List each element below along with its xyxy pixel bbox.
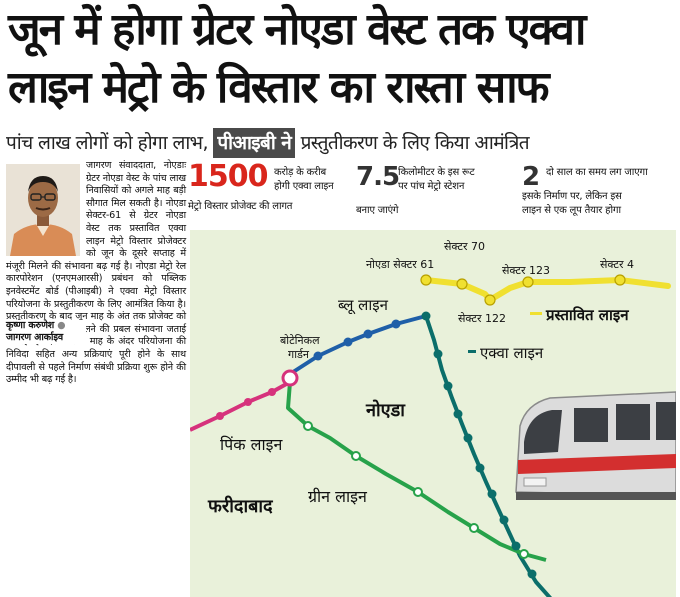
station-sector-4	[614, 274, 626, 286]
pink-station	[268, 388, 276, 396]
proposed-line-tick	[530, 312, 542, 315]
stat-duration: 2 दो साल का समय लग जाएगा इसके निर्माण पर…	[522, 160, 648, 216]
proposed-line-stations	[420, 274, 626, 306]
blue-line-stations	[313, 319, 401, 361]
metro-train-icon	[515, 391, 676, 500]
stats-strip: 1500 करोड़ के करीब होगी एक्वा लाइन मेट्र…	[188, 160, 674, 224]
green-line-track	[286, 381, 547, 562]
subheadline-part-1: पांच लाख लोगों को होगा लाभ,	[6, 132, 208, 154]
label-area-faridabad: फरीदाबाद	[207, 495, 274, 517]
label-sector-4: सेक्टर 4	[600, 258, 634, 271]
headline-line-2: लाइन मेट्रो के विस्तार का रास्ता साफ	[8, 62, 550, 113]
label-blue-line: ब्लू लाइन	[338, 296, 389, 315]
blue-station	[313, 351, 323, 361]
reporter-photo	[6, 164, 80, 256]
stat-cost-text-1: करोड़ के करीब	[274, 167, 327, 178]
label-green-line: ग्रीन लाइन	[308, 487, 368, 506]
aqua-station	[499, 515, 509, 525]
label-aqua-line: एक्वा लाइन	[480, 344, 544, 362]
stat-duration-text-3: लाइन से एक लूप तैयार होगा	[522, 205, 621, 216]
label-noida-sector-61: नोएडा सेक्टर 61	[366, 258, 434, 271]
byline-org: जागरण आर्काइव	[6, 332, 63, 343]
metro-map-svg: नोएडा सेक्टर 61 सेक्टर 70 सेक्टर 122 सेक…	[190, 240, 676, 597]
blue-line-track	[288, 314, 427, 376]
aqua-station	[511, 541, 521, 551]
stat-duration-text-1: दो साल का समय लग जाएगा	[546, 167, 648, 178]
reporter-portrait-icon	[6, 164, 80, 256]
aqua-station	[443, 381, 453, 391]
aqua-station	[487, 489, 497, 499]
label-pink-line: पिंक लाइन	[220, 435, 283, 454]
station-noida-sector-61	[420, 274, 432, 286]
pink-line-stations	[216, 388, 276, 420]
station-sector-123	[522, 276, 534, 288]
subheadline: पांच लाख लोगों को होगा लाभ, पीआइबी ने प्…	[6, 128, 674, 158]
aqua-line-stations	[421, 311, 537, 579]
pink-station	[244, 398, 252, 406]
headline-line-1: जून में होगा ग्रेटर नोएडा वेस्ट तक एक्वा	[8, 4, 586, 55]
green-line-stations	[303, 421, 529, 559]
aqua-station	[463, 433, 473, 443]
blue-station	[363, 329, 373, 339]
stat-route-text-2: पर पांच मेट्रो स्टेशन	[398, 181, 465, 192]
green-station	[519, 549, 529, 559]
label-proposed-line: प्रस्तावित लाइन	[545, 306, 629, 324]
blue-station	[391, 319, 401, 329]
stat-route-text-3: बनाए जाएंगे	[356, 205, 399, 216]
green-station	[469, 523, 479, 533]
aqua-station	[527, 569, 537, 579]
label-botanical-1: बोटेनिकल	[280, 334, 320, 347]
label-sector-122: सेक्टर 122	[458, 312, 506, 325]
label-sector-70: सेक्टर 70	[444, 240, 485, 253]
station-sector-70	[456, 278, 468, 290]
stat-cost-text-3: मेट्रो विस्तार प्रोजेक्ट की लागत	[188, 201, 293, 212]
proposed-line-track	[423, 277, 671, 303]
byline-name: कृष्णा करुणेश	[6, 320, 55, 331]
metro-map: नोएडा सेक्टर 61 सेक्टर 70 सेक्टर 122 सेक…	[190, 230, 676, 597]
stat-duration-value: 2	[522, 162, 540, 192]
label-botanical-2: गार्डन	[288, 348, 310, 361]
stat-duration-text-2: इसके निर्माण पर, लेकिन इस	[522, 191, 622, 202]
interchange-botanical-garden	[281, 369, 299, 387]
aqua-station	[433, 349, 443, 359]
aqua-station	[475, 463, 485, 473]
pink-line-track	[190, 380, 291, 432]
label-sector-123: सेक्टर 123	[502, 264, 550, 277]
aqua-station	[421, 311, 431, 321]
article-body: जागरण संवाददाता, नोएडाः ग्रेटर नोएडा वेस…	[6, 160, 186, 386]
pink-station	[216, 412, 224, 420]
stat-route: 7.5 किलोमीटर के इस रूट पर पांच मेट्रो स्…	[356, 160, 475, 216]
article-column: जागरण संवाददाता, नोएडाः ग्रेटर नोएडा वेस…	[6, 160, 186, 596]
green-station	[303, 421, 313, 431]
subheadline-part-2: प्रस्तुतीकरण के लिए किया आमंत्रित	[300, 132, 530, 154]
stat-cost: 1500 करोड़ के करीब होगी एक्वा लाइन मेट्र…	[188, 159, 334, 213]
blue-station	[343, 337, 353, 347]
aqua-line-tick	[468, 350, 476, 353]
station-sector-122	[484, 294, 496, 306]
stat-cost-text-2: होगी एक्वा लाइन	[274, 181, 334, 192]
aqua-station	[453, 409, 463, 419]
stat-route-text-1: किलोमीटर के इस रूट	[398, 167, 475, 178]
green-station	[413, 487, 423, 497]
green-station	[351, 451, 361, 461]
stat-cost-value: 1500	[188, 159, 268, 194]
byline: कृष्णा करुणेश ● जागरण आर्काइव	[6, 320, 86, 344]
stat-route-value: 7.5	[356, 162, 400, 192]
subheadline-highlight: पीआइबी ने	[213, 128, 296, 158]
label-area-noida: नोएडा	[365, 399, 406, 421]
